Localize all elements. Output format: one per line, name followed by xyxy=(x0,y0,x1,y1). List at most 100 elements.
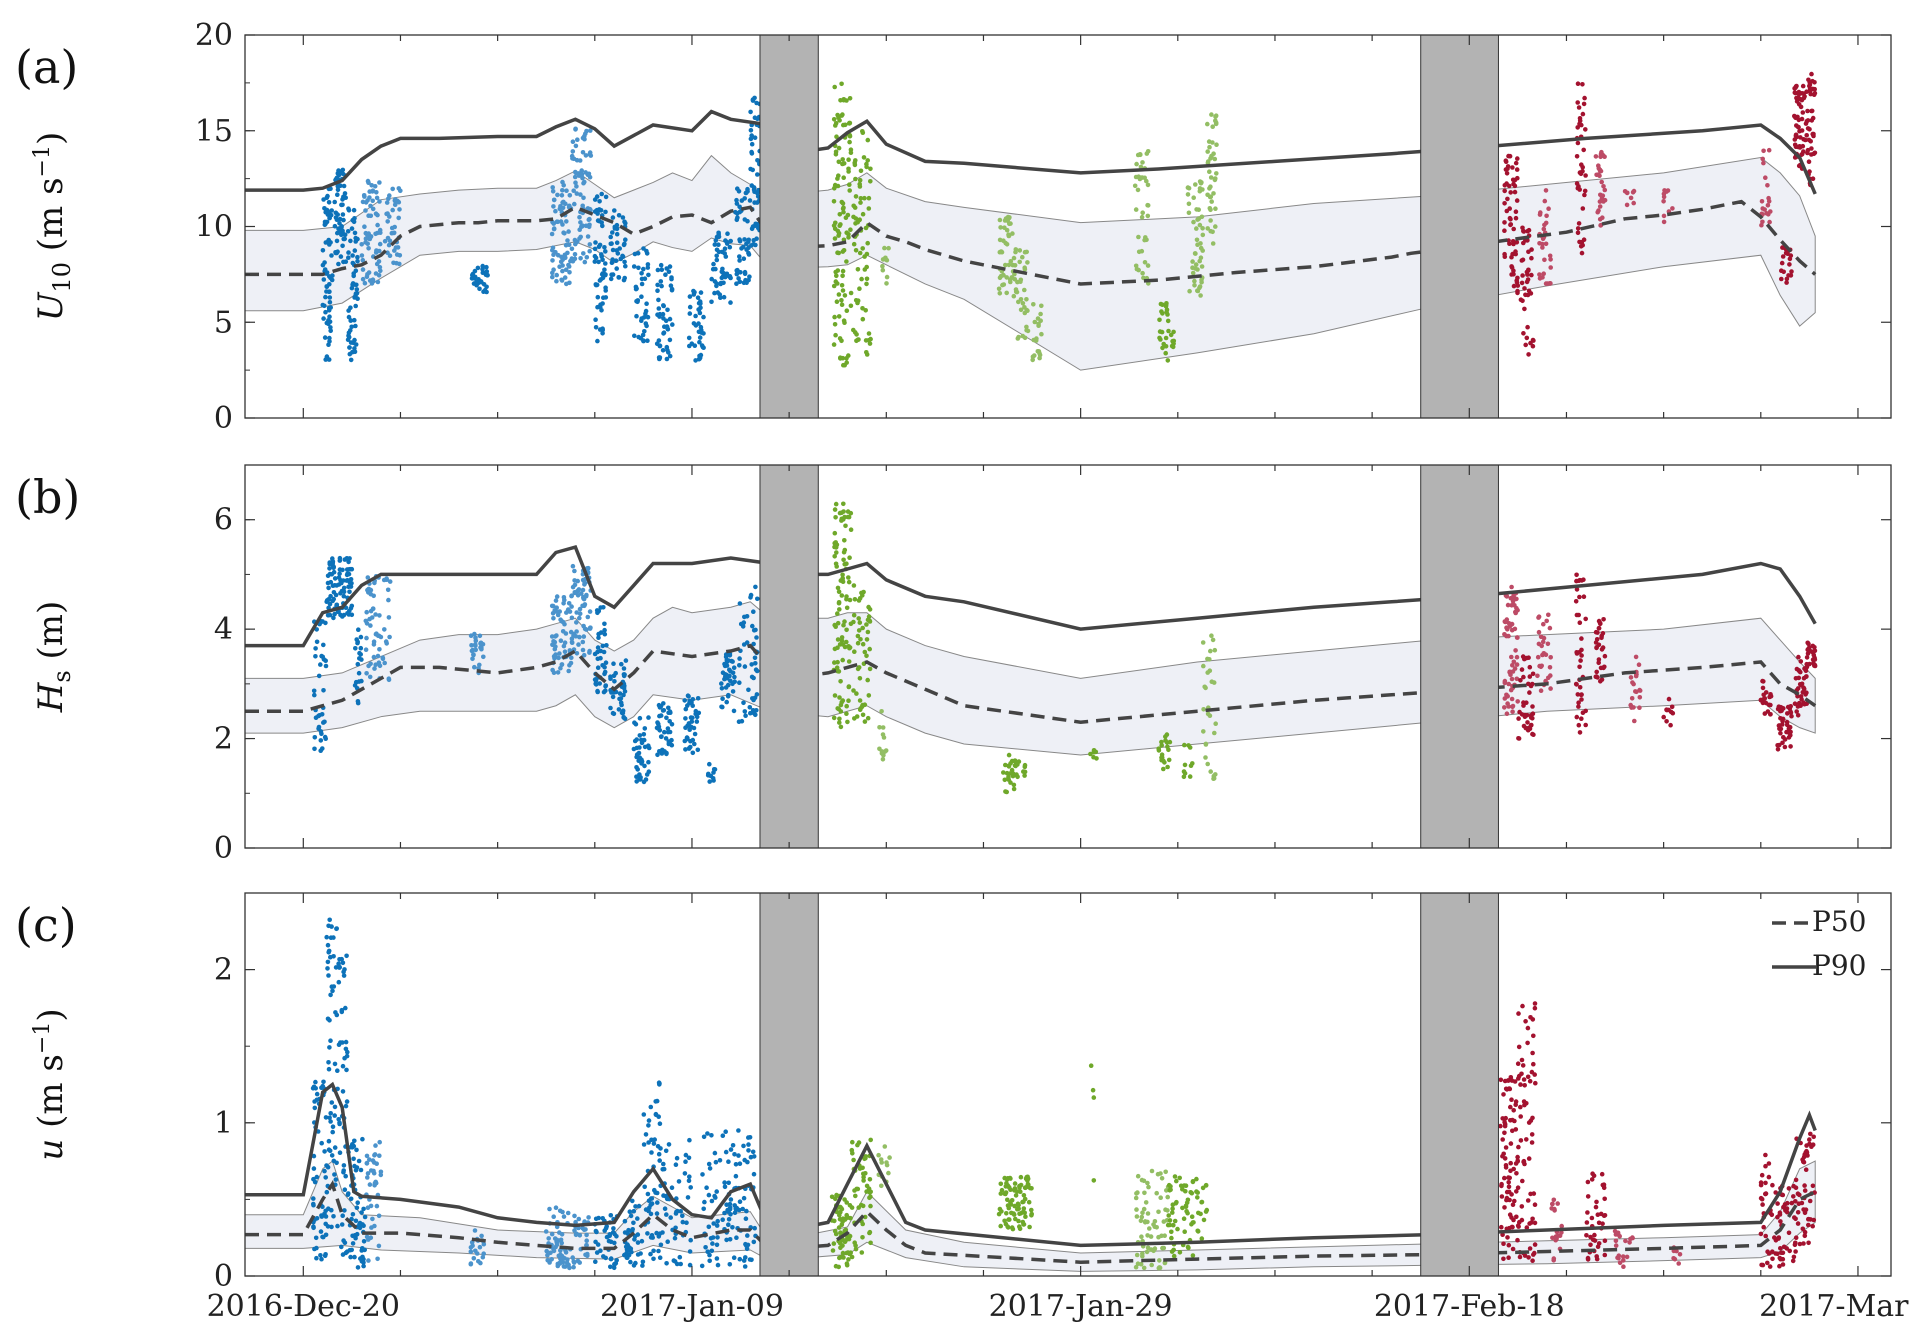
data-point xyxy=(831,283,837,289)
data-point xyxy=(641,315,647,320)
data-point xyxy=(711,1221,716,1226)
data-point xyxy=(866,1186,872,1191)
data-point xyxy=(1801,149,1806,154)
data-point xyxy=(1811,1134,1816,1140)
data-point xyxy=(340,1213,346,1218)
data-point xyxy=(1661,714,1666,720)
data-point xyxy=(710,1241,715,1246)
data-point xyxy=(613,670,618,676)
data-point xyxy=(382,238,388,244)
data-point xyxy=(1761,160,1766,166)
data-point xyxy=(851,619,856,625)
data-point xyxy=(1806,1216,1811,1222)
data-point xyxy=(746,239,751,244)
data-point xyxy=(469,1240,475,1245)
data-point xyxy=(1543,241,1549,247)
data-point xyxy=(844,711,849,716)
data-point xyxy=(572,578,577,583)
data-point xyxy=(851,612,857,618)
data-point xyxy=(386,242,392,248)
data-point xyxy=(1008,279,1013,285)
data-point xyxy=(732,1152,737,1157)
data-point xyxy=(687,700,692,706)
data-point xyxy=(337,558,343,563)
data-point xyxy=(868,166,873,172)
data-point xyxy=(744,247,749,252)
data-point xyxy=(327,1148,333,1154)
data-point xyxy=(546,1236,551,1241)
data-point xyxy=(1207,186,1212,191)
data-point xyxy=(1792,90,1798,95)
data-point xyxy=(722,1210,727,1216)
data-point xyxy=(608,1213,614,1218)
data-point xyxy=(1616,1253,1622,1258)
data-point xyxy=(1543,652,1549,657)
data-point xyxy=(840,642,846,647)
data-point xyxy=(581,634,587,639)
data-point xyxy=(707,1252,712,1258)
data-point xyxy=(593,1259,598,1264)
data-point xyxy=(344,1067,349,1073)
data-point xyxy=(338,591,343,596)
data-point xyxy=(567,193,573,198)
data-point xyxy=(1146,1184,1151,1190)
data-point xyxy=(640,332,646,338)
data-point xyxy=(1795,1221,1801,1226)
data-point xyxy=(1504,625,1509,630)
data-point xyxy=(726,1159,731,1164)
data-point xyxy=(657,1255,663,1260)
data-point xyxy=(1163,1169,1168,1175)
data-point xyxy=(743,713,748,718)
data-point xyxy=(1578,692,1584,698)
data-point xyxy=(1015,762,1020,767)
data-point xyxy=(1585,1194,1591,1199)
data-point xyxy=(1664,189,1669,194)
data-point xyxy=(468,1261,474,1266)
data-point xyxy=(1809,1144,1814,1149)
data-point xyxy=(1510,1202,1516,1207)
data-point xyxy=(1784,729,1789,735)
data-point xyxy=(323,1214,329,1219)
data-point xyxy=(1515,288,1520,294)
data-point xyxy=(884,257,890,263)
data-point xyxy=(841,161,847,166)
data-point xyxy=(857,250,863,256)
data-point xyxy=(321,642,326,648)
data-point xyxy=(345,337,351,343)
data-point xyxy=(866,195,872,201)
data-point xyxy=(340,243,345,249)
data-point xyxy=(1529,1132,1535,1137)
data-point xyxy=(1551,1256,1557,1261)
data-point xyxy=(359,242,365,247)
data-point xyxy=(1159,1233,1164,1239)
data-point xyxy=(610,215,616,220)
data-point xyxy=(352,1163,357,1169)
data-point xyxy=(1201,1217,1207,1223)
data-point xyxy=(714,283,719,289)
data-point xyxy=(1795,686,1801,691)
data-point xyxy=(1139,1214,1145,1220)
data-point xyxy=(630,1227,635,1232)
data-point xyxy=(596,1215,601,1221)
data-point xyxy=(576,1216,582,1222)
data-point xyxy=(1531,1252,1536,1257)
data-point xyxy=(1512,189,1518,195)
data-point xyxy=(558,665,563,671)
data-point xyxy=(1205,149,1210,154)
data-point xyxy=(661,331,666,336)
data-point xyxy=(557,609,562,614)
data-point xyxy=(1518,1138,1524,1143)
data-point xyxy=(842,293,848,298)
data-point xyxy=(1012,1181,1018,1186)
data-point xyxy=(1022,1196,1028,1202)
data-point xyxy=(612,1231,617,1237)
data-point xyxy=(840,355,846,361)
data-point xyxy=(352,349,358,355)
data-point xyxy=(387,253,393,258)
data-point xyxy=(557,1208,563,1214)
data-point xyxy=(879,749,885,754)
data-point xyxy=(1807,661,1812,667)
data-point xyxy=(377,241,383,247)
data-point xyxy=(346,314,352,320)
